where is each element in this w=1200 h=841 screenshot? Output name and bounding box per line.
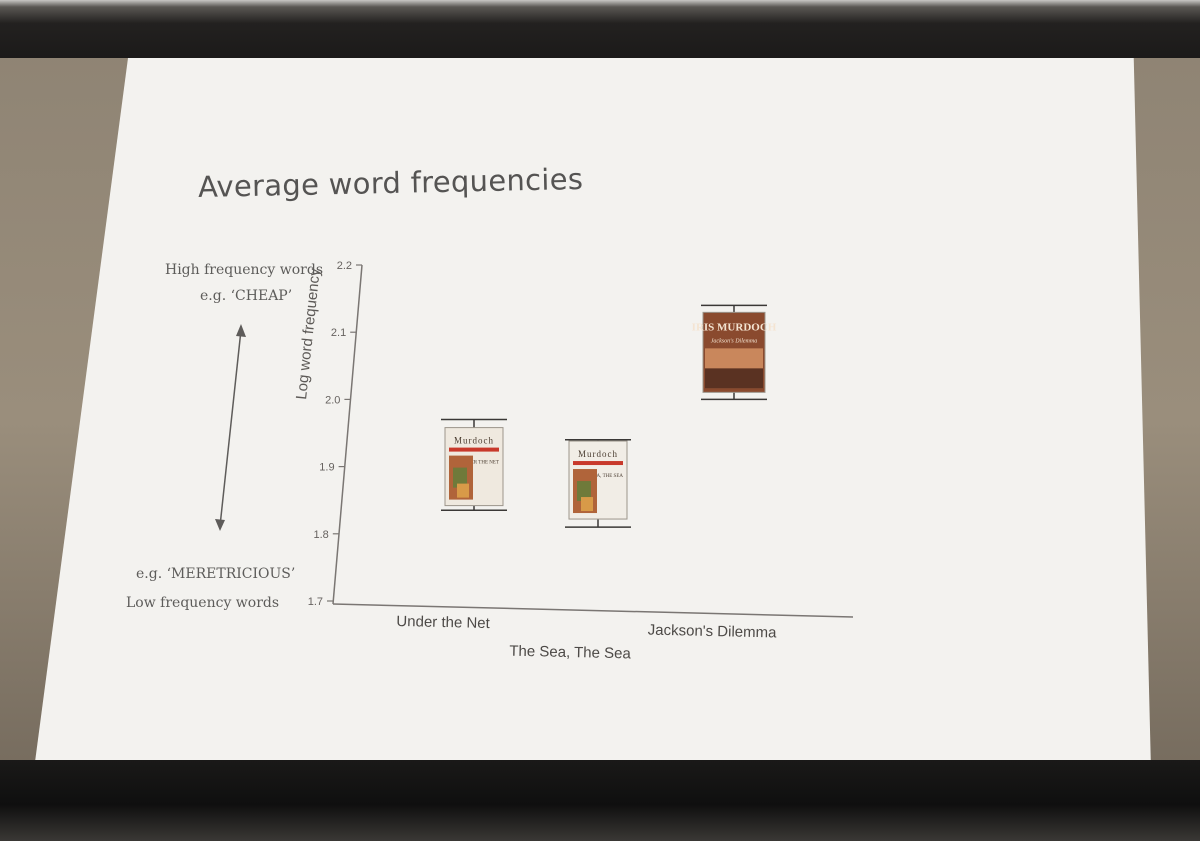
frequency-arrow bbox=[215, 324, 246, 531]
book-cover-icon: Murdoch THE SEA, THE SEA bbox=[568, 440, 628, 520]
high-frequency-label: High frequency words bbox=[165, 262, 324, 278]
low-frequency-example: e.g. ‘MERETRICIOUS’ bbox=[136, 566, 296, 582]
y-tick-label: 2.1 bbox=[331, 327, 346, 339]
x-axis-line bbox=[332, 603, 854, 618]
y-ticks: 1.7 1.8 1.9 2.0 2.1 2.2 bbox=[308, 260, 362, 608]
x-tick-label: Under the Net bbox=[396, 613, 491, 632]
slide-background bbox=[35, 28, 1152, 812]
book-cover-icon: IRIS MURDOCH Jackson's Dilemma bbox=[692, 311, 777, 393]
svg-text:Jackson's Dilemma: Jackson's Dilemma bbox=[711, 338, 757, 344]
low-frequency-label: Low frequency words bbox=[126, 595, 280, 611]
svg-text:Murdoch: Murdoch bbox=[454, 436, 494, 446]
svg-text:IRIS MURDOCH: IRIS MURDOCH bbox=[692, 321, 777, 333]
svg-text:UNDER THE NET: UNDER THE NET bbox=[460, 461, 499, 466]
data-marks: Murdoch UNDER THE NET Murdoch THE SEA, THE … bbox=[441, 304, 777, 528]
projector-frame-bottom bbox=[0, 760, 1200, 841]
y-axis-line bbox=[332, 264, 363, 605]
x-tick-labels: Under the Net The Sea, The Sea Jackson's D… bbox=[396, 613, 777, 662]
x-tick-label: Jackson's Dilemma bbox=[648, 622, 778, 642]
projector-frame-top bbox=[0, 0, 1200, 58]
y-tick-label: 2.0 bbox=[325, 394, 340, 406]
svg-text:Murdoch: Murdoch bbox=[578, 449, 618, 459]
x-tick-label: The Sea, The Sea bbox=[509, 643, 631, 663]
y-tick-label: 1.9 bbox=[319, 462, 334, 474]
y-tick-label: 2.2 bbox=[337, 260, 352, 272]
book-cover-icon: Murdoch UNDER THE NET bbox=[444, 427, 504, 507]
svg-text:THE SEA, THE SEA: THE SEA, THE SEA bbox=[580, 474, 624, 479]
y-tick-label: 1.7 bbox=[308, 596, 323, 608]
high-frequency-example: e.g. ‘CHEAP’ bbox=[200, 288, 293, 304]
y-tick-label: 1.8 bbox=[314, 529, 329, 541]
